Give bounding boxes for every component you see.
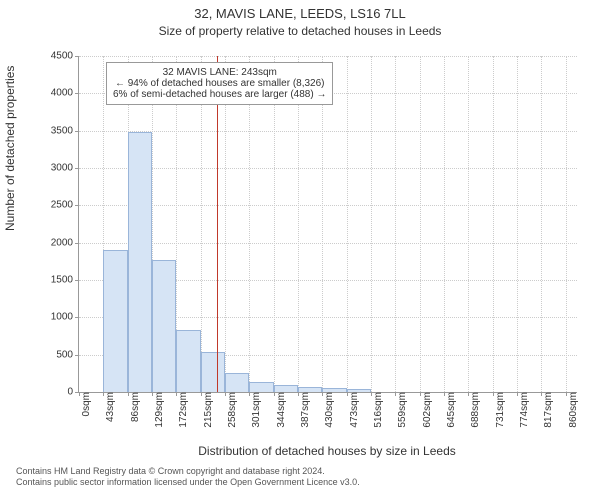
xtick-label: 86sqm	[128, 392, 141, 422]
histogram-bar	[225, 373, 249, 392]
xtick-label: 430sqm	[322, 392, 335, 428]
xtick-label: 774sqm	[517, 392, 530, 428]
annotation-line-1: 32 MAVIS LANE: 243sqm	[113, 67, 326, 78]
x-axis-label: Distribution of detached houses by size …	[78, 444, 576, 458]
xtick-label: 817sqm	[541, 392, 554, 428]
xtick-label: 0sqm	[79, 392, 92, 416]
gridline-v	[517, 56, 518, 392]
annotation-line-2: ← 94% of detached houses are smaller (8,…	[113, 78, 326, 89]
gridline-v	[420, 56, 421, 392]
gridline-h	[79, 205, 577, 206]
gridline-v	[395, 56, 396, 392]
gridline-v	[322, 56, 323, 392]
caption-line-1: Contains HM Land Registry data © Crown c…	[16, 466, 600, 477]
gridline-v	[468, 56, 469, 392]
xtick-label: 172sqm	[176, 392, 189, 428]
gridline-v	[347, 56, 348, 392]
gridline-v	[201, 56, 202, 392]
chart-title-sub: Size of property relative to detached ho…	[0, 24, 600, 38]
gridline-v	[541, 56, 542, 392]
caption: Contains HM Land Registry data © Crown c…	[0, 466, 600, 488]
xtick-label: 43sqm	[103, 392, 116, 422]
histogram-bar	[322, 388, 346, 392]
gridline-v	[566, 56, 567, 392]
gridline-h	[79, 131, 577, 132]
xtick-label: 645sqm	[444, 392, 457, 428]
xtick-label: 473sqm	[347, 392, 360, 428]
histogram-bar	[152, 260, 176, 392]
histogram-bar	[274, 385, 298, 392]
gridline-v	[274, 56, 275, 392]
gridline-v	[249, 56, 250, 392]
histogram-bar	[201, 352, 225, 392]
histogram-bar	[103, 250, 127, 392]
y-axis-label: Number of detached properties	[3, 211, 17, 231]
xtick-label: 516sqm	[371, 392, 384, 428]
caption-line-2: Contains public sector information licen…	[16, 477, 600, 488]
gridline-h	[79, 56, 577, 57]
xtick-label: 129sqm	[152, 392, 165, 428]
xtick-label: 731sqm	[493, 392, 506, 428]
ytick-label: 1000	[51, 312, 79, 323]
histogram-bar	[347, 389, 371, 392]
xtick-label: 387sqm	[298, 392, 311, 428]
ytick-label: 2500	[51, 200, 79, 211]
annotation-box: 32 MAVIS LANE: 243sqm ← 94% of detached …	[106, 62, 333, 105]
ytick-label: 1500	[51, 275, 79, 286]
gridline-h	[79, 168, 577, 169]
xtick-label: 301sqm	[249, 392, 262, 428]
gridline-v	[298, 56, 299, 392]
xtick-label: 215sqm	[201, 392, 214, 428]
gridline-v	[444, 56, 445, 392]
histogram-bar	[128, 132, 152, 392]
xtick-label: 688sqm	[468, 392, 481, 428]
annotation-line-3: 6% of semi-detached houses are larger (4…	[113, 89, 326, 100]
ytick-label: 3500	[51, 125, 79, 136]
ytick-label: 2000	[51, 237, 79, 248]
histogram-bar	[249, 382, 273, 392]
histogram-bar	[298, 387, 322, 392]
ytick-label: 0	[67, 387, 79, 398]
gridline-h	[79, 243, 577, 244]
xtick-label: 602sqm	[420, 392, 433, 428]
ytick-label: 4500	[51, 51, 79, 62]
xtick-label: 860sqm	[566, 392, 579, 428]
gridline-v	[493, 56, 494, 392]
ytick-label: 4000	[51, 88, 79, 99]
xtick-label: 258sqm	[225, 392, 238, 428]
xtick-label: 344sqm	[274, 392, 287, 428]
ytick-label: 500	[56, 349, 79, 360]
histogram-bar	[176, 330, 200, 392]
chart-title-main: 32, MAVIS LANE, LEEDS, LS16 7LL	[0, 6, 600, 21]
ytick-label: 3000	[51, 163, 79, 174]
xtick-label: 559sqm	[395, 392, 408, 428]
plot-area: 0500100015002000250030003500400045000sqm…	[78, 56, 577, 393]
gridline-v	[225, 56, 226, 392]
chart-container: { "title_main": "32, MAVIS LANE, LEEDS, …	[0, 0, 600, 500]
gridline-v	[371, 56, 372, 392]
reference-line	[217, 56, 218, 392]
